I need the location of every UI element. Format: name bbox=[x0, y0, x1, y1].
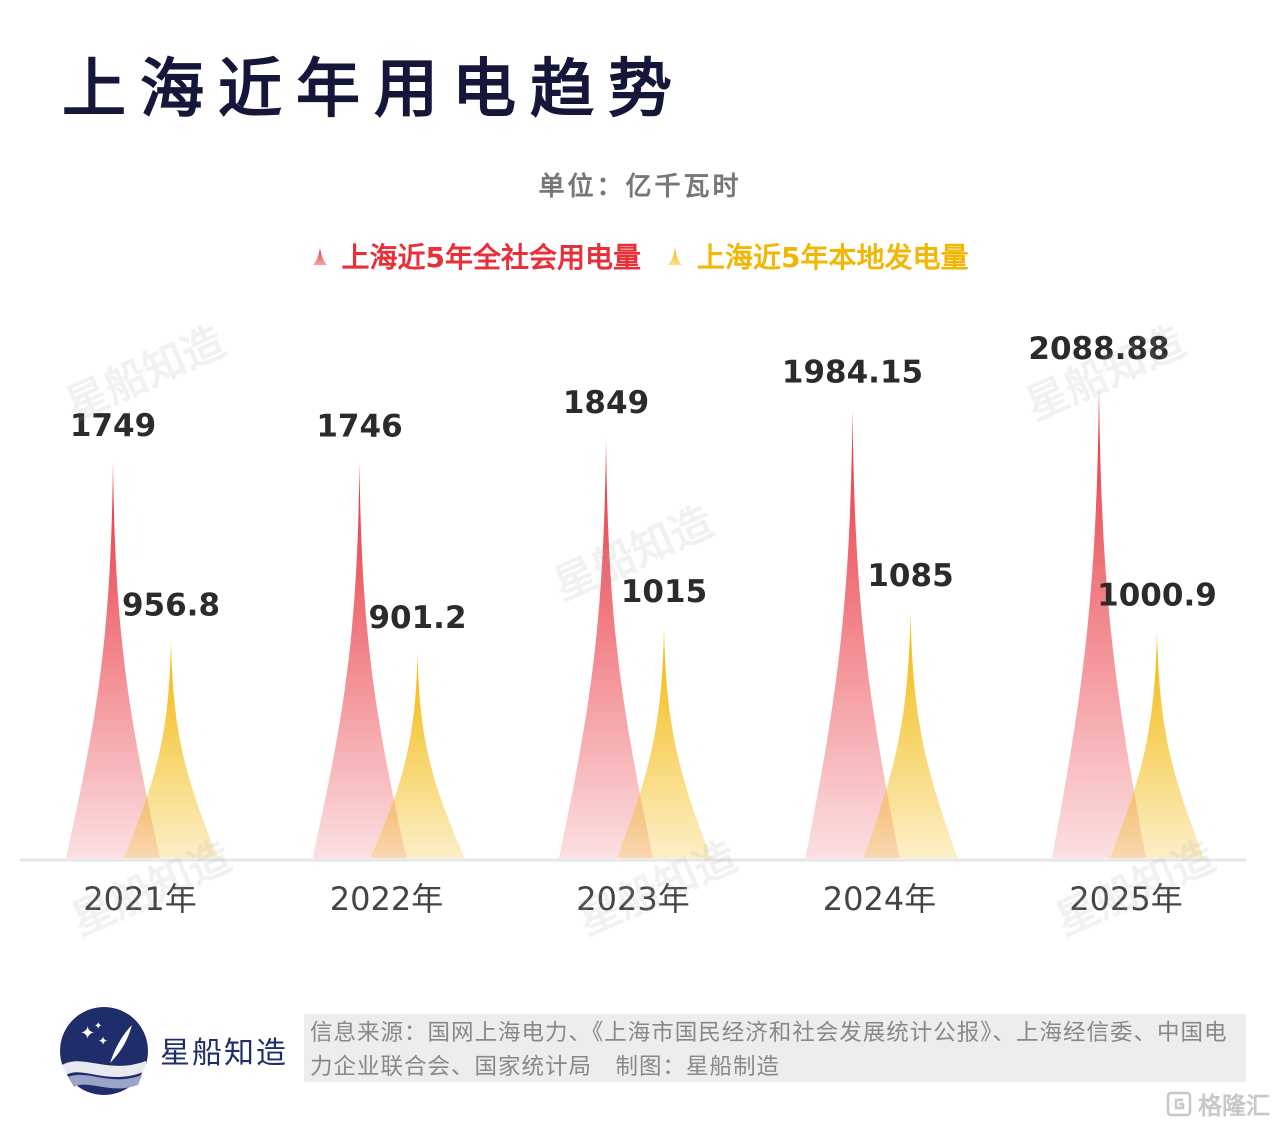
bar-generation-1 bbox=[370, 653, 465, 858]
legend-marker-yellow bbox=[668, 247, 682, 265]
bar-consumption-1 bbox=[312, 462, 407, 858]
svg-text:✦: ✦ bbox=[94, 1021, 102, 1032]
chart-area: 1749 956.8 2021年 1746 901.2 2022年 1849 1015 2023… bbox=[20, 331, 1246, 918]
svg-text:✦: ✦ bbox=[80, 1023, 95, 1044]
source-note: 信息来源：国网上海电力、《上海市国民经济和社会发展统计公报》、上海经信委、中国电… bbox=[304, 1014, 1246, 1082]
bar-consumption-3 bbox=[805, 408, 900, 858]
legend-item-consumption: 上海近5年全社会用电量 bbox=[312, 236, 641, 276]
data-label-consumption-3: 1984.15 bbox=[782, 355, 923, 391]
legend-marker-red bbox=[312, 247, 327, 265]
legend-label-consumption: 上海近5年全社会用电量 bbox=[341, 241, 641, 274]
corner-logo-icon bbox=[1166, 1091, 1192, 1116]
x-tick-label-3: 2024年 bbox=[823, 880, 936, 918]
data-label-consumption-1: 1746 bbox=[316, 409, 402, 445]
legend-item-generation: 上海近5年本地发电量 bbox=[667, 236, 968, 276]
brand-logo-icon: ✦ ✦ ✦ bbox=[60, 1007, 148, 1095]
bar-generation-4 bbox=[1110, 631, 1204, 858]
x-tick-label-1: 2022年 bbox=[330, 880, 443, 918]
data-label-generation-1: 901.2 bbox=[368, 600, 466, 636]
corner-watermark-text: 格隆汇 bbox=[1198, 1092, 1270, 1120]
brand-name: 星船知造 bbox=[160, 1036, 288, 1071]
bar-consumption-2 bbox=[559, 439, 653, 858]
corner-watermark: 格隆汇 bbox=[1166, 1086, 1270, 1121]
x-tick-label-4: 2025年 bbox=[1069, 880, 1182, 918]
data-label-generation-4: 1000.9 bbox=[1097, 577, 1217, 613]
svg-text:✦: ✦ bbox=[98, 1034, 108, 1048]
data-label-generation-3: 1085 bbox=[867, 558, 953, 594]
bar-generation-0 bbox=[124, 641, 218, 858]
unit-label: 单位：亿千瓦时 bbox=[538, 172, 742, 202]
legend-label-generation: 上海近5年本地发电量 bbox=[697, 241, 969, 274]
bar-consumption-4 bbox=[1052, 384, 1146, 858]
x-tick-label-0: 2021年 bbox=[83, 880, 196, 918]
bar-generation-3 bbox=[863, 612, 958, 858]
data-label-generation-2: 1015 bbox=[621, 574, 707, 610]
bar-generation-2 bbox=[617, 628, 711, 858]
data-label-generation-0: 956.8 bbox=[122, 587, 220, 623]
chart-legend: 上海近5年全社会用电量 上海近5年本地发电量 bbox=[0, 236, 1280, 276]
data-label-consumption-4: 2088.88 bbox=[1028, 331, 1169, 367]
data-label-consumption-0: 1749 bbox=[70, 408, 156, 444]
page-title: 上海近年用电趋势 bbox=[62, 53, 686, 127]
bar-consumption-0 bbox=[66, 461, 160, 858]
data-label-consumption-2: 1849 bbox=[563, 385, 649, 421]
x-tick-label-2: 2023年 bbox=[576, 880, 689, 918]
